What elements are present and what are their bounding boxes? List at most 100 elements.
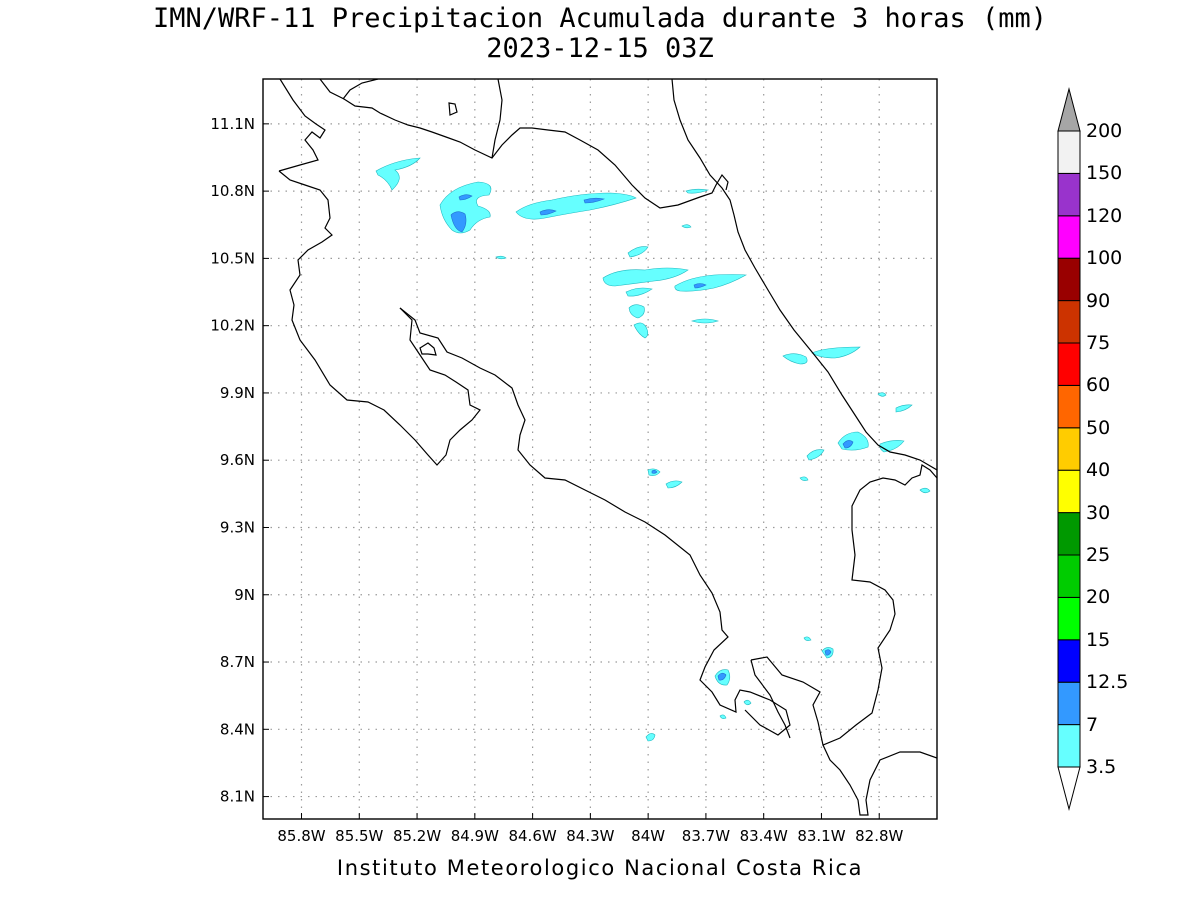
y-tick-label: 8.7N bbox=[220, 653, 255, 671]
caribbean-coastline bbox=[671, 79, 937, 471]
color-bar-swatch bbox=[1057, 257, 1081, 302]
color-bar-swatch bbox=[1057, 300, 1081, 344]
nicaragua-coast-upper bbox=[491, 79, 503, 159]
grid-lines bbox=[263, 79, 937, 819]
color-bar-label: 40 bbox=[1086, 459, 1111, 482]
map-title: IMN/WRF-11 Precipitacion Acumulada duran… bbox=[152, 3, 1048, 34]
precip-area bbox=[811, 346, 861, 359]
precip-area bbox=[719, 714, 727, 719]
precip-area bbox=[515, 192, 637, 220]
color-bar-label: 50 bbox=[1086, 416, 1111, 439]
color-bar-label: 30 bbox=[1086, 501, 1111, 524]
precip-area bbox=[806, 449, 825, 461]
color-bar-label: 7 bbox=[1086, 713, 1099, 736]
color-bar-label: 150 bbox=[1086, 162, 1123, 185]
map-subtitle-date: 2023-12-15 03Z bbox=[486, 33, 714, 64]
color-bar-label: 25 bbox=[1086, 544, 1111, 566]
color-bar-label: 15 bbox=[1086, 628, 1111, 651]
color-bar-swatch bbox=[1057, 681, 1081, 726]
color-bar-label: 3.5 bbox=[1086, 756, 1117, 778]
y-tick-label: 9.9N bbox=[220, 384, 255, 402]
precip-area bbox=[628, 304, 645, 319]
precip-area bbox=[645, 733, 656, 742]
color-bar-label: 20 bbox=[1086, 586, 1111, 609]
y-tick-label: 10.5N bbox=[210, 249, 255, 267]
precip-area bbox=[837, 431, 869, 451]
precip-area bbox=[681, 224, 692, 229]
footer-credit: Instituto Meteorologico Nacional Costa R… bbox=[336, 856, 864, 880]
precip-area bbox=[627, 246, 649, 258]
precip-area bbox=[743, 699, 752, 706]
x-tick-label: 84.9W bbox=[451, 827, 499, 845]
color-bar-label: 200 bbox=[1086, 120, 1123, 142]
island-outline bbox=[419, 342, 437, 356]
gulf-nicoya-coast bbox=[399, 307, 791, 736]
x-tick-label: 85.2W bbox=[393, 827, 441, 845]
precip-area bbox=[799, 476, 809, 481]
precip-area bbox=[602, 267, 689, 287]
x-tick-label: 85.5W bbox=[335, 827, 383, 845]
precip-area bbox=[685, 188, 710, 194]
osa-peninsula-coast bbox=[750, 464, 937, 746]
precip-area bbox=[690, 318, 720, 324]
precip-core bbox=[450, 211, 467, 233]
precip-core bbox=[539, 209, 557, 216]
x-tick-label: 84W bbox=[631, 827, 665, 845]
y-tick-label: 9N bbox=[234, 586, 255, 604]
golfo-dulce-coast bbox=[750, 659, 791, 739]
color-bar-swatch bbox=[1057, 215, 1081, 259]
precipitation-areas bbox=[375, 157, 931, 742]
precip-core bbox=[717, 672, 727, 681]
precip-area bbox=[633, 322, 649, 339]
precip-core bbox=[824, 649, 832, 656]
color-bar-label: 12.5 bbox=[1086, 671, 1129, 694]
precip-area bbox=[665, 480, 683, 489]
x-tick-label: 82.8W bbox=[855, 827, 903, 845]
coastlines bbox=[278, 79, 937, 816]
x-tick-label: 83.1W bbox=[797, 827, 845, 845]
precip-core bbox=[651, 469, 658, 474]
color-bar-label: 75 bbox=[1086, 332, 1111, 354]
precip-area bbox=[495, 255, 507, 260]
precip-area bbox=[375, 157, 421, 191]
y-tick-label: 8.4N bbox=[220, 720, 255, 738]
color-bar-swatch bbox=[1057, 512, 1081, 556]
precip-area bbox=[674, 274, 747, 292]
x-tick-label: 83.4W bbox=[740, 827, 788, 845]
precip-core bbox=[842, 440, 854, 449]
color-bar bbox=[1057, 87, 1081, 811]
color-bar-label: 100 bbox=[1086, 247, 1123, 270]
precip-area bbox=[877, 392, 887, 397]
color-bar-low-arrow bbox=[1057, 766, 1081, 811]
precip-area bbox=[895, 404, 913, 413]
color-bar-swatch bbox=[1057, 469, 1081, 514]
color-bar-swatch bbox=[1057, 596, 1081, 641]
color-bar-high-arrow bbox=[1057, 87, 1081, 132]
color-bar-label: 60 bbox=[1086, 374, 1111, 397]
precip-core bbox=[693, 283, 707, 289]
nicaragua-coast-upper bbox=[342, 79, 379, 100]
color-bar-label: 90 bbox=[1086, 289, 1111, 312]
color-bar-swatch bbox=[1057, 172, 1081, 217]
color-bar-swatch bbox=[1057, 554, 1081, 598]
panama-border bbox=[822, 744, 937, 816]
lake-outline bbox=[448, 102, 458, 116]
precip-core bbox=[458, 194, 473, 201]
precip-area bbox=[919, 487, 931, 494]
y-tick-label: 9.3N bbox=[220, 518, 255, 536]
y-tick-label: 10.8N bbox=[210, 182, 255, 200]
pacific-coastline bbox=[278, 79, 326, 172]
precip-area bbox=[879, 440, 905, 453]
color-bar-swatch bbox=[1057, 724, 1081, 768]
color-bar-label: 120 bbox=[1086, 204, 1123, 227]
x-tick-label: 84.6W bbox=[508, 827, 556, 845]
precip-core bbox=[583, 197, 606, 204]
pacific-coastline bbox=[278, 170, 481, 466]
y-tick-label: 11.1N bbox=[210, 115, 255, 133]
color-bar-swatch bbox=[1057, 342, 1081, 386]
nicaragua-border bbox=[319, 79, 729, 209]
x-tick-label: 85.8W bbox=[277, 827, 325, 845]
x-tick-label: 84.3W bbox=[566, 827, 614, 845]
y-tick-label: 9.6N bbox=[220, 451, 255, 469]
x-tick-label: 83.7W bbox=[682, 827, 730, 845]
